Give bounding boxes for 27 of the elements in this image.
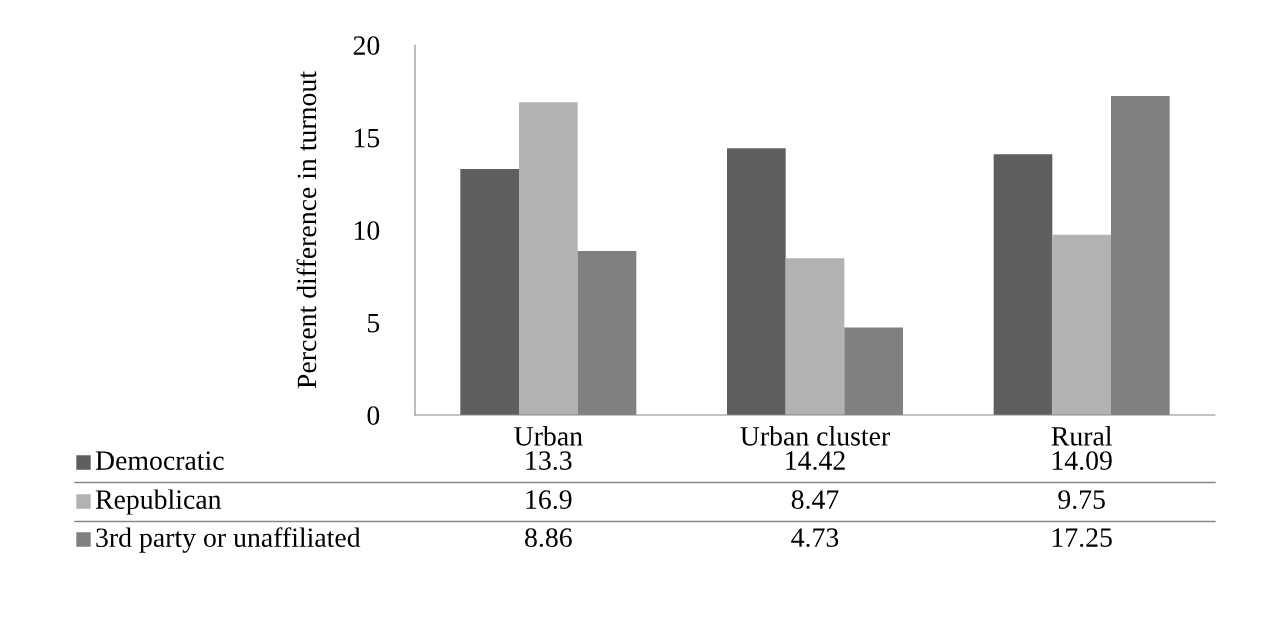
y-tick-label: 0 xyxy=(367,406,380,425)
legend-label: 3rd party or unaffiliated xyxy=(96,527,361,553)
data-label: 16.9 xyxy=(526,490,572,510)
data-label: 17.25 xyxy=(1052,528,1112,548)
data-label: 14.09 xyxy=(1052,451,1112,471)
bar xyxy=(785,258,845,415)
data-label: 8.86 xyxy=(525,528,572,548)
legend-label: Republican xyxy=(95,489,222,515)
y-axis-title: Percent difference in turnout xyxy=(296,71,317,389)
bar xyxy=(993,154,1053,415)
legend-label: Democratic xyxy=(95,451,224,470)
bar xyxy=(519,102,578,415)
data-label: 9.75 xyxy=(1058,490,1105,510)
data-label: 4.73 xyxy=(791,528,839,548)
data-label: 13.3 xyxy=(526,451,572,471)
x-tick-label: Rural xyxy=(1051,426,1112,446)
data-label: 8.47 xyxy=(791,490,839,510)
y-tick-label: 5 xyxy=(368,313,380,333)
bar xyxy=(1052,234,1111,415)
x-tick-label: Urban xyxy=(514,426,583,446)
y-tick-label: 10 xyxy=(354,221,380,240)
bar xyxy=(460,168,519,415)
y-tick-label: 20 xyxy=(353,36,380,55)
bar xyxy=(727,148,786,415)
x-tick-label: Urban cluster xyxy=(740,426,890,446)
data-label: 14.42 xyxy=(786,451,845,471)
y-tick-label: 15 xyxy=(354,128,380,148)
